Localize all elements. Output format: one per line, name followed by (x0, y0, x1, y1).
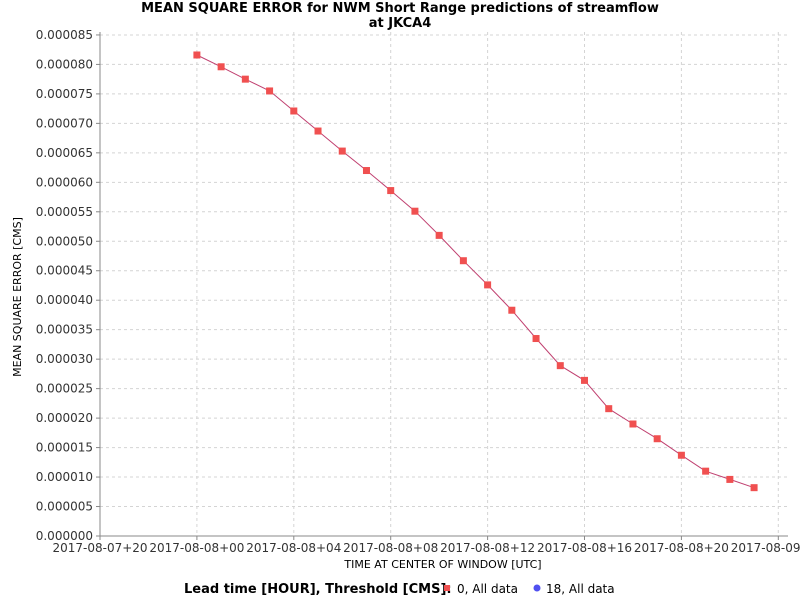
y-tick-label: 0.000010 (36, 470, 93, 484)
legend-title: Lead time [HOUR], Threshold [CMS]: (184, 582, 452, 597)
chart-title-line1: MEAN SQUARE ERROR for NWM Short Range pr… (141, 1, 659, 16)
chart-title-line2: at JKCA4 (369, 16, 432, 31)
y-tick-label: 0.000085 (36, 28, 93, 42)
data-point (605, 405, 613, 413)
x-tick-label: 2017-08-08+04 (246, 541, 341, 555)
y-tick-label: 0.000050 (36, 234, 93, 248)
legend-marker-circle (533, 584, 541, 592)
data-point (193, 51, 201, 59)
x-axis-label: TIME AT CENTER OF WINDOW [UTC] (343, 558, 541, 571)
data-point (677, 451, 685, 459)
data-point (653, 435, 661, 443)
y-tick-label: 0.000065 (36, 146, 93, 160)
data-point (484, 281, 492, 289)
x-tick-label: 2017-08-08+20 (634, 541, 729, 555)
grid-lines (100, 32, 788, 537)
x-tick-label: 2017-08-08+00 (149, 541, 244, 555)
y-tick-label: 0.000080 (36, 57, 93, 71)
data-point (387, 187, 395, 195)
y-tick-label: 0.000020 (36, 411, 93, 425)
data-point (266, 87, 274, 95)
y-tick-label: 0.000035 (36, 323, 93, 337)
data-point (338, 147, 346, 155)
series-layer (193, 51, 758, 492)
data-point (508, 306, 516, 314)
y-tick-label: 0.000025 (36, 382, 93, 396)
y-tick-label: 0.000000 (36, 529, 93, 543)
plot-area (100, 32, 788, 536)
x-tick-label: 2017-08-09+00 (731, 541, 800, 555)
data-point (217, 63, 225, 71)
data-point (556, 362, 564, 370)
legend: Lead time [HOUR], Threshold [CMS]: 0, All… (184, 582, 615, 597)
x-tick-label: 2017-08-08+12 (440, 541, 535, 555)
y-tick-label: 0.000030 (36, 352, 93, 366)
x-tick-label: 2017-08-08+08 (343, 541, 438, 555)
data-point (750, 484, 758, 492)
x-tick-label: 2017-08-07+20 (52, 541, 147, 555)
data-point (726, 475, 734, 483)
y-axis-ticks: 0.000000 0.000005 0.000010 0.000015 0.000020… (36, 28, 100, 543)
data-point (411, 207, 419, 215)
y-tick-label: 0.000075 (36, 87, 93, 101)
data-point (459, 257, 467, 265)
data-point (435, 231, 443, 239)
y-axis-label: MEAN SQUARE ERROR [CMS] (11, 217, 24, 377)
y-tick-label: 0.000015 (36, 441, 93, 455)
data-point (290, 107, 298, 115)
legend-entry-label: 0, All data (457, 582, 518, 596)
data-point (702, 467, 710, 475)
data-point (532, 335, 540, 343)
data-point (362, 167, 370, 175)
y-tick-label: 0.000040 (36, 293, 93, 307)
data-point (241, 75, 249, 83)
y-tick-label: 0.000045 (36, 264, 93, 278)
data-point (314, 127, 322, 135)
y-tick-label: 0.000070 (36, 116, 93, 130)
data-point (629, 420, 637, 428)
x-tick-label: 2017-08-08+16 (537, 541, 632, 555)
legend-entry-label: 18, All data (546, 582, 615, 596)
data-point (581, 376, 589, 384)
series-line (196, 54, 755, 489)
y-tick-label: 0.000005 (36, 500, 93, 514)
y-tick-label: 0.000055 (36, 205, 93, 219)
x-axis-ticks: 2017-08-07+20 2017-08-08+00 2017-08-08+04 2… (52, 536, 800, 555)
legend-marker-square (444, 585, 450, 591)
y-tick-label: 0.000060 (36, 175, 93, 189)
